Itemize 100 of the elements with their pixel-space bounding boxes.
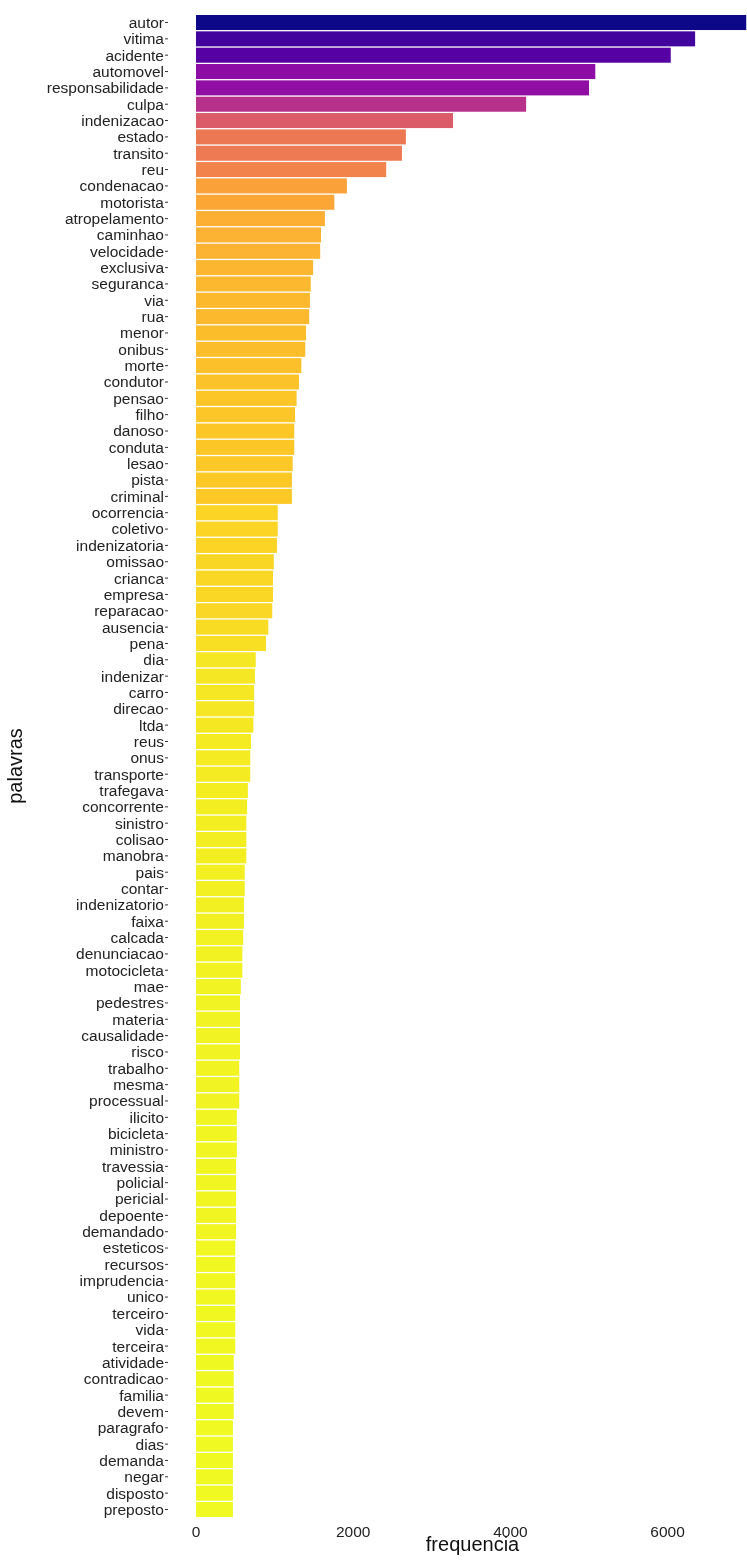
- y-tick-label: demanda: [99, 1451, 165, 1469]
- y-tick-label: culpa: [126, 95, 165, 113]
- x-tick-label: 2000: [335, 1523, 371, 1540]
- bar: [196, 113, 454, 129]
- y-tick-label: filho: [135, 406, 164, 424]
- y-tick-label: seguranca: [91, 275, 165, 293]
- y-tick-label: colisao: [115, 830, 164, 848]
- y-tick-label: atropelamento: [64, 210, 164, 228]
- y-tick-label: coletivo: [111, 520, 164, 538]
- y-tick-label: pericial: [114, 1190, 164, 1208]
- y-tick-label: indenizacao: [81, 111, 164, 129]
- y-tick-label: motorista: [100, 193, 165, 211]
- y-tick-label: paragrafo: [97, 1419, 164, 1437]
- y-tick-label: familia: [119, 1386, 165, 1404]
- y-tick-label: depoente: [99, 1206, 164, 1224]
- y-tick-label: crianca: [114, 569, 165, 587]
- y-tick-label: materia: [112, 1010, 165, 1028]
- y-tick-label: terceiro: [112, 1304, 164, 1322]
- y-tick-label: empresa: [103, 585, 165, 603]
- y-tick-label: ministro: [109, 1141, 164, 1159]
- y-tick-label: dias: [135, 1435, 165, 1453]
- y-tick-label: concorrente: [82, 798, 164, 816]
- y-tick-label: indenizatoria: [76, 536, 165, 554]
- y-tick-label: menor: [120, 324, 164, 342]
- y-tick-label: pena: [129, 634, 165, 652]
- y-tick-label: travessia: [101, 1157, 165, 1175]
- y-tick-label: morte: [124, 357, 164, 375]
- y-tick-label: processual: [89, 1092, 164, 1110]
- y-tick-label: esteticos: [102, 1239, 165, 1257]
- y-tick-label: indenizar: [101, 667, 164, 685]
- y-tick-label: recursos: [104, 1255, 165, 1273]
- y-tick-label: transporte: [94, 765, 164, 783]
- y-tick-label: reparacao: [94, 602, 164, 620]
- y-tick-label: carro: [128, 683, 164, 701]
- y-tick-label: omissao: [106, 553, 164, 571]
- y-tick-label: unico: [126, 1288, 164, 1306]
- bar: [196, 129, 406, 145]
- y-tick-label: trabalho: [107, 1059, 164, 1077]
- y-tick-label: via: [144, 291, 165, 309]
- bar: [196, 31, 696, 47]
- y-tick-label: ltda: [139, 716, 165, 734]
- y-tick-label: calcada: [110, 929, 165, 946]
- y-tick-label: autor: [128, 13, 164, 31]
- y-tick-label: estado: [117, 128, 164, 146]
- y-tick-label: acidente: [105, 46, 164, 64]
- y-tick-label: vitima: [123, 30, 165, 48]
- y-tick-label: vida: [135, 1321, 165, 1339]
- bar: [196, 47, 671, 63]
- y-tick-label: sinistro: [114, 814, 164, 832]
- y-tick-label: pedestres: [95, 994, 165, 1012]
- y-tick-label: mesma: [113, 1076, 165, 1094]
- y-tick-label: onus: [130, 749, 165, 767]
- bar: [196, 15, 747, 31]
- y-tick-label: onibus: [118, 340, 165, 358]
- y-tick-label: demandado: [82, 1223, 164, 1241]
- y-axis-title: palavras: [4, 728, 26, 804]
- y-tick-label: devem: [117, 1402, 164, 1420]
- y-tick-label: negar: [124, 1468, 164, 1486]
- y-tick-label: responsabilidade: [46, 79, 164, 97]
- y-tick-label: rua: [141, 308, 165, 326]
- y-tick-label: danoso: [113, 422, 164, 440]
- y-tick-label: pais: [135, 863, 165, 881]
- y-tick-label: imprudencia: [79, 1272, 165, 1290]
- y-tick-label: manobra: [102, 847, 165, 865]
- y-tick-label: ocorrencia: [91, 504, 165, 522]
- y-tick-label: atividade: [101, 1353, 164, 1371]
- y-tick-label: pensao: [113, 389, 164, 407]
- y-tick-label: pista: [131, 471, 165, 489]
- y-tick-label: condutor: [103, 373, 164, 391]
- y-tick-label: causalidade: [81, 1027, 164, 1045]
- y-tick-label: direcao: [113, 700, 164, 718]
- y-tick-label: ilicito: [129, 1108, 164, 1126]
- y-tick-label: transito: [113, 144, 164, 162]
- y-tick-label: denunciacao: [76, 945, 164, 963]
- y-tick-label: bicicleta: [108, 1125, 165, 1143]
- y-tick-label: ausencia: [101, 618, 165, 636]
- y-tick-label: automovel: [92, 62, 164, 80]
- x-tick-label: 0: [191, 1523, 201, 1540]
- y-tick-label: policial: [116, 1174, 164, 1192]
- y-tick-label: indenizatorio: [76, 896, 164, 914]
- y-tick-label: faixa: [131, 912, 165, 930]
- y-tick-label: exclusiva: [100, 259, 165, 277]
- y-tick-label: motocicleta: [85, 961, 165, 979]
- y-tick-label: contradicao: [83, 1370, 164, 1388]
- y-tick-label: mae: [133, 978, 164, 996]
- y-tick-label: criminal: [110, 487, 164, 505]
- y-tick-label: conduta: [108, 438, 165, 456]
- y-tick-label: reus: [133, 732, 165, 750]
- y-tick-label: reu: [141, 161, 164, 178]
- x-tick-label: 6000: [650, 1523, 686, 1540]
- y-tick-label: lesao: [126, 455, 164, 473]
- y-tick-label: dia: [143, 651, 165, 669]
- bar: [196, 96, 527, 112]
- y-tick-label: terceira: [112, 1337, 165, 1355]
- y-tick-label: velocidade: [89, 242, 164, 260]
- y-tick-label: condenacao: [79, 177, 164, 195]
- y-tick-label: caminhao: [96, 226, 164, 244]
- y-tick-label: trafegava: [99, 781, 165, 799]
- bar: [196, 178, 347, 194]
- y-tick-label: disposto: [106, 1484, 164, 1502]
